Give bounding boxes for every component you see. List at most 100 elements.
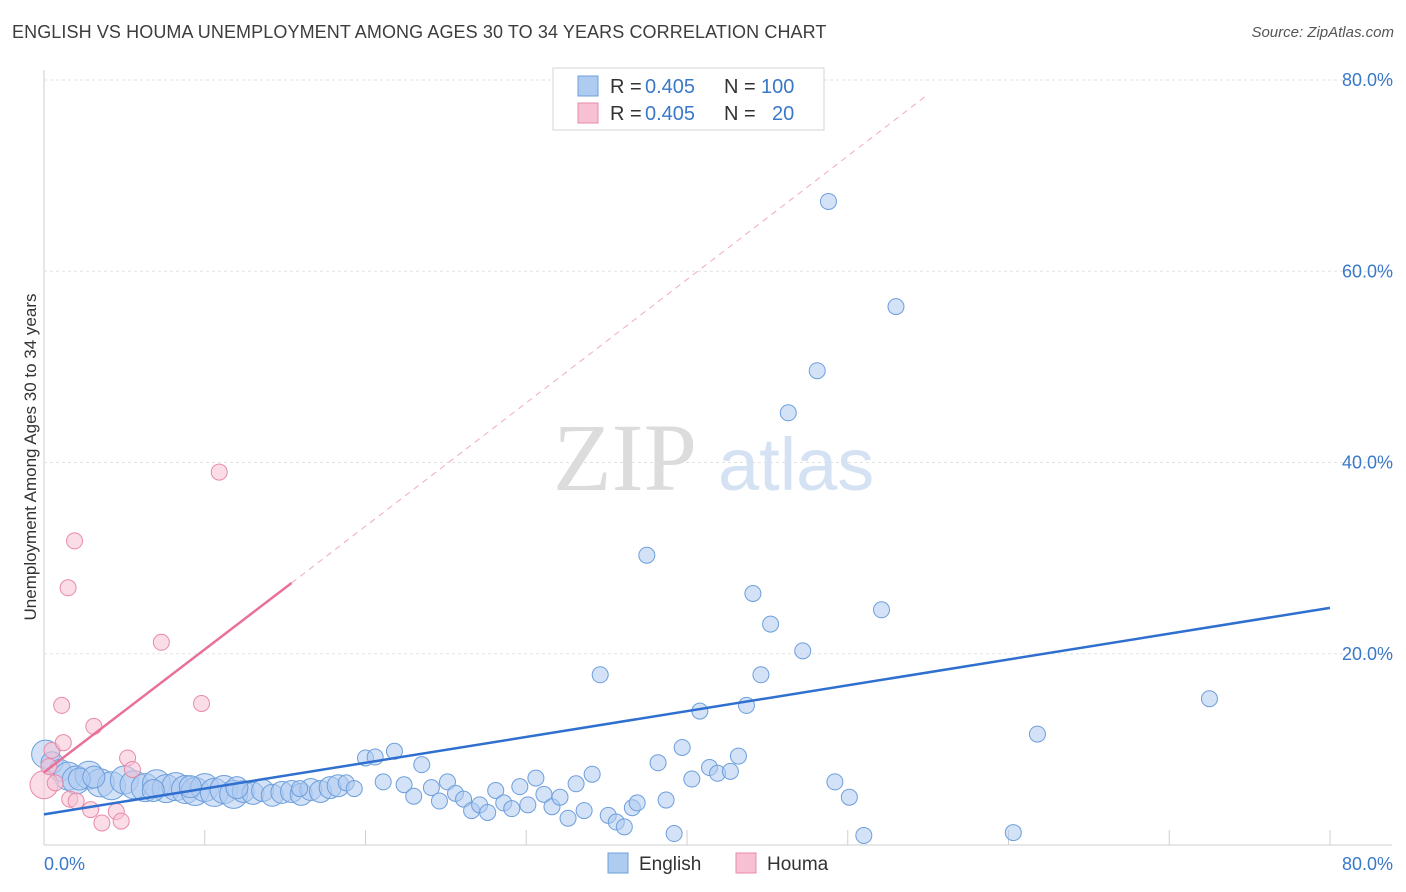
english-point <box>840 788 858 806</box>
houma-point <box>59 579 77 597</box>
houma-trend-line <box>43 581 293 774</box>
houma-point <box>54 734 72 752</box>
english-point <box>628 794 646 812</box>
english-point <box>487 781 505 799</box>
english-trend-line <box>43 606 1331 816</box>
english-point <box>559 809 577 827</box>
english-point <box>591 666 609 684</box>
watermark: ZIP atlas <box>553 404 874 511</box>
x-tick-label-0: 0.0% <box>44 854 85 874</box>
houma-point <box>66 532 84 550</box>
english-point <box>729 747 747 765</box>
legend-swatch-houma <box>577 102 599 124</box>
english-point <box>374 773 392 791</box>
houma-point <box>85 717 103 735</box>
houma-point <box>40 758 58 776</box>
top-legend: R = 0.405 N = 100 R = 0.405 N = 20 <box>552 67 825 131</box>
english-point <box>657 791 675 809</box>
english-point <box>683 770 701 788</box>
english-point <box>567 775 585 793</box>
english-point <box>808 362 826 380</box>
legend-houma-r-value: 0.405 <box>645 103 695 125</box>
y-tick-label-60: 60.0% <box>1342 261 1393 281</box>
houma-point <box>53 696 71 714</box>
english-point <box>752 666 770 684</box>
english-point <box>479 803 497 821</box>
legend-houma-n-value: 20 <box>772 103 794 125</box>
legend-houma-n-label: N = <box>724 103 756 125</box>
houma-trend-extension-line <box>291 93 929 584</box>
english-point <box>819 192 837 210</box>
english-point <box>855 826 873 844</box>
english-point <box>665 825 683 843</box>
english-point <box>519 796 537 814</box>
english-point <box>225 776 249 800</box>
y-tick-label-20: 20.0% <box>1342 644 1393 664</box>
english-point <box>721 762 739 780</box>
houma-point <box>82 801 100 819</box>
legend-english-n-value: 100 <box>761 76 794 98</box>
legend-english-r-label: R = <box>610 76 642 98</box>
y-tick-label-40: 40.0% <box>1342 453 1393 473</box>
english-point <box>511 778 529 796</box>
english-point <box>583 765 601 783</box>
chart-title: ENGLISH VS HOUMA UNEMPLOYMENT AMONG AGES… <box>12 22 827 42</box>
bottom-legend: English Houma <box>607 852 829 875</box>
legend-english-r-value: 0.405 <box>645 76 695 98</box>
y-axis-title: Unemployment Among Ages 30 to 34 years <box>21 294 40 621</box>
houma-point <box>210 463 228 481</box>
english-point <box>527 769 545 787</box>
bottom-legend-swatch-english <box>607 852 629 874</box>
houma-point <box>112 812 130 830</box>
english-point <box>178 775 202 799</box>
x-axis-ticks <box>204 830 1331 845</box>
english-point <box>873 601 891 619</box>
english-point <box>744 585 762 603</box>
watermark-zip: ZIP <box>553 404 697 511</box>
english-point <box>638 546 656 564</box>
houma-point <box>67 792 85 810</box>
english-point <box>794 642 812 660</box>
english-point <box>405 787 423 805</box>
english-point <box>1200 690 1218 708</box>
watermark-atlas: atlas <box>718 423 874 506</box>
english-point <box>649 754 667 772</box>
bottom-legend-houma: Houma <box>767 854 829 875</box>
english-point <box>779 404 797 422</box>
houma-point <box>152 633 170 651</box>
english-point <box>535 785 553 803</box>
english-point <box>575 802 593 820</box>
english-point <box>615 818 633 836</box>
english-point <box>762 615 780 633</box>
houma-points <box>29 463 228 832</box>
houma-point <box>123 760 141 778</box>
english-point <box>82 765 106 789</box>
english-point <box>1004 824 1022 842</box>
english-point <box>887 298 905 316</box>
x-tick-label-1: 80.0% <box>1342 854 1393 874</box>
english-point <box>551 788 569 806</box>
houma-trend-extension <box>291 93 929 584</box>
houma-point <box>193 694 211 712</box>
bottom-legend-swatch-houma <box>735 852 757 874</box>
english-point <box>413 756 431 774</box>
english-point <box>395 776 413 794</box>
english-point <box>1028 725 1046 743</box>
bottom-legend-english: English <box>639 854 701 875</box>
x-axis-tick-labels: 0.0% 80.0% <box>44 854 1393 874</box>
houma-point <box>46 774 64 792</box>
legend-swatch-english <box>577 75 599 97</box>
english-point <box>422 779 440 797</box>
english-point <box>673 738 691 756</box>
trend-lines <box>43 581 1331 816</box>
y-axis-tick-labels: 20.0% 40.0% 60.0% 80.0% <box>1342 70 1393 664</box>
legend-houma-r-label: R = <box>610 103 642 125</box>
y-tick-label-80: 80.0% <box>1342 70 1393 90</box>
english-point <box>826 773 844 791</box>
english-point <box>503 800 521 818</box>
english-point <box>345 780 363 798</box>
houma-point <box>93 814 111 832</box>
english-points <box>31 192 1218 844</box>
legend-english-n-label: N = <box>724 76 756 98</box>
